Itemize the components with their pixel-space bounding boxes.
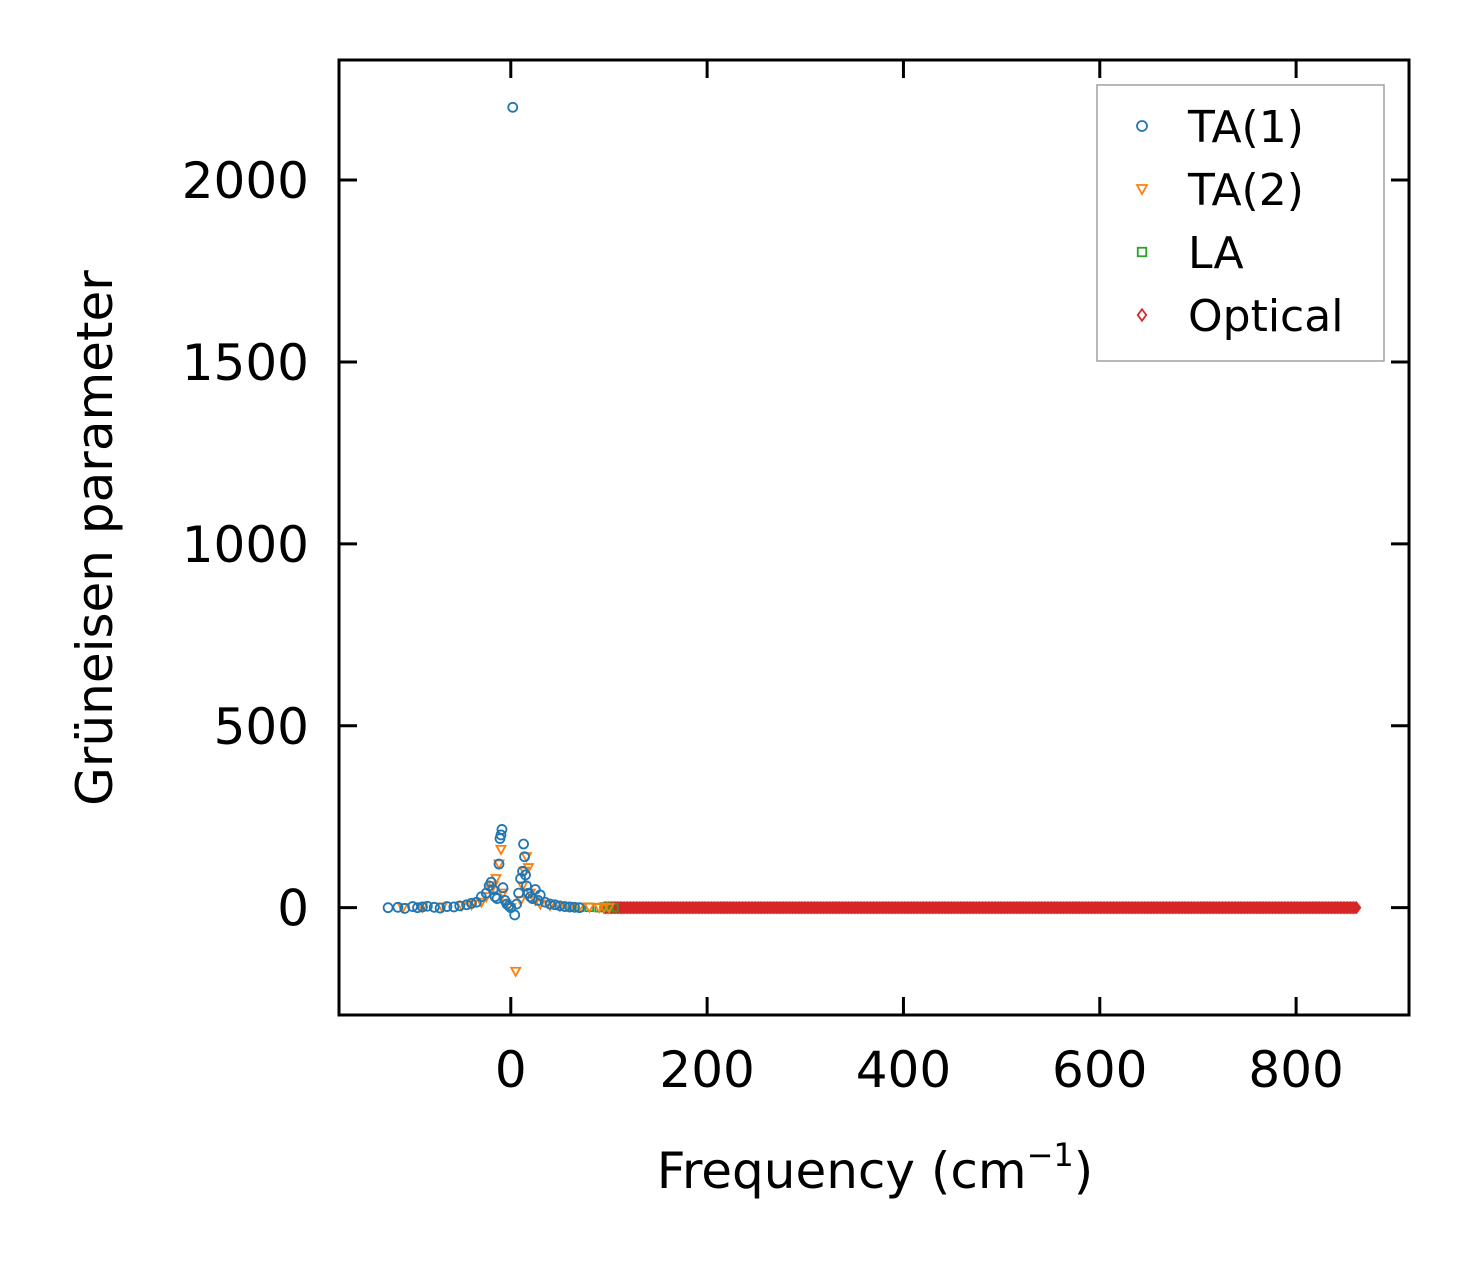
data-point bbox=[518, 838, 529, 850]
x-tick-label: 600 bbox=[1052, 1041, 1147, 1099]
data-point bbox=[509, 966, 522, 978]
data-point bbox=[583, 902, 596, 914]
data-point bbox=[412, 902, 423, 914]
x-axis-title-main: Frequency (cm bbox=[657, 1142, 1027, 1200]
data-point bbox=[428, 901, 440, 913]
x-axis-title: Frequency (cm−1) bbox=[657, 1136, 1094, 1200]
data-point bbox=[496, 888, 509, 900]
y-tick-label: 1500 bbox=[182, 334, 309, 392]
data-point bbox=[509, 909, 521, 921]
data-point bbox=[416, 902, 429, 914]
series-optical bbox=[599, 900, 1362, 915]
data-point bbox=[417, 901, 428, 913]
data-point bbox=[497, 882, 509, 894]
legend-marker-la bbox=[1136, 246, 1148, 258]
y-tick-label: 2000 bbox=[182, 152, 309, 210]
x-tick-label: 200 bbox=[659, 1041, 754, 1099]
optical-point bbox=[1348, 900, 1359, 915]
data-point bbox=[421, 900, 433, 912]
data-point bbox=[569, 901, 580, 913]
legend-marker-ta-1- bbox=[1136, 120, 1148, 132]
plot-marks bbox=[382, 101, 1362, 978]
plot-frame bbox=[337, 58, 1411, 1017]
data-point bbox=[487, 884, 499, 895]
data-point bbox=[534, 889, 546, 901]
data-point bbox=[544, 898, 556, 910]
series-ta-1- bbox=[382, 101, 585, 921]
data-point bbox=[549, 899, 561, 911]
data-point bbox=[382, 902, 394, 914]
data-point bbox=[539, 896, 551, 908]
data-point bbox=[519, 851, 530, 863]
y-tick-label: 500 bbox=[214, 698, 309, 756]
data-point bbox=[489, 891, 501, 903]
optical-point bbox=[1350, 900, 1360, 915]
data-point bbox=[520, 869, 531, 881]
data-point bbox=[448, 901, 460, 913]
y-tick-label: 0 bbox=[277, 880, 309, 938]
legend-label: TA(1) bbox=[1187, 102, 1304, 153]
x-tick-label: 800 bbox=[1248, 1041, 1343, 1099]
legend-label: TA(2) bbox=[1187, 165, 1304, 216]
data-point bbox=[494, 844, 508, 856]
x-axis-title-end: ) bbox=[1074, 1142, 1094, 1200]
data-point bbox=[532, 895, 544, 906]
data-point bbox=[574, 902, 585, 914]
x-tick-label: 400 bbox=[856, 1041, 951, 1099]
data-point bbox=[496, 824, 508, 835]
legend-marker-optical bbox=[1136, 307, 1148, 323]
data-point bbox=[492, 859, 506, 871]
data-point bbox=[495, 829, 507, 841]
data-point bbox=[392, 901, 404, 913]
legend-marker-ta-2- bbox=[1135, 184, 1149, 196]
data-point bbox=[434, 902, 446, 914]
data-point bbox=[521, 880, 532, 892]
x-axis-title-superscript: −1 bbox=[1027, 1136, 1074, 1174]
data-point bbox=[554, 900, 566, 912]
data-point bbox=[602, 903, 615, 915]
legend-label: Optical bbox=[1188, 291, 1343, 342]
data-point bbox=[511, 898, 523, 910]
legend: TA(1) TA(2) LA Optical bbox=[1096, 84, 1385, 362]
data-point bbox=[466, 897, 477, 909]
data-point bbox=[475, 897, 488, 909]
x-tick-label: 0 bbox=[495, 1041, 527, 1099]
data-point bbox=[485, 876, 497, 888]
data-point bbox=[454, 900, 466, 912]
optical-point bbox=[1351, 900, 1362, 915]
axis-ticks: 0 200 400 600 800 0 500 1000 1500 2000 bbox=[182, 60, 1409, 1099]
y-tick-label: 1000 bbox=[182, 516, 309, 574]
data-point bbox=[441, 901, 453, 912]
legend-label: LA bbox=[1188, 228, 1244, 279]
data-point bbox=[507, 101, 519, 113]
data-point bbox=[493, 858, 505, 870]
y-axis-title: Grüneisen parameter bbox=[66, 270, 124, 806]
data-point bbox=[461, 899, 473, 911]
